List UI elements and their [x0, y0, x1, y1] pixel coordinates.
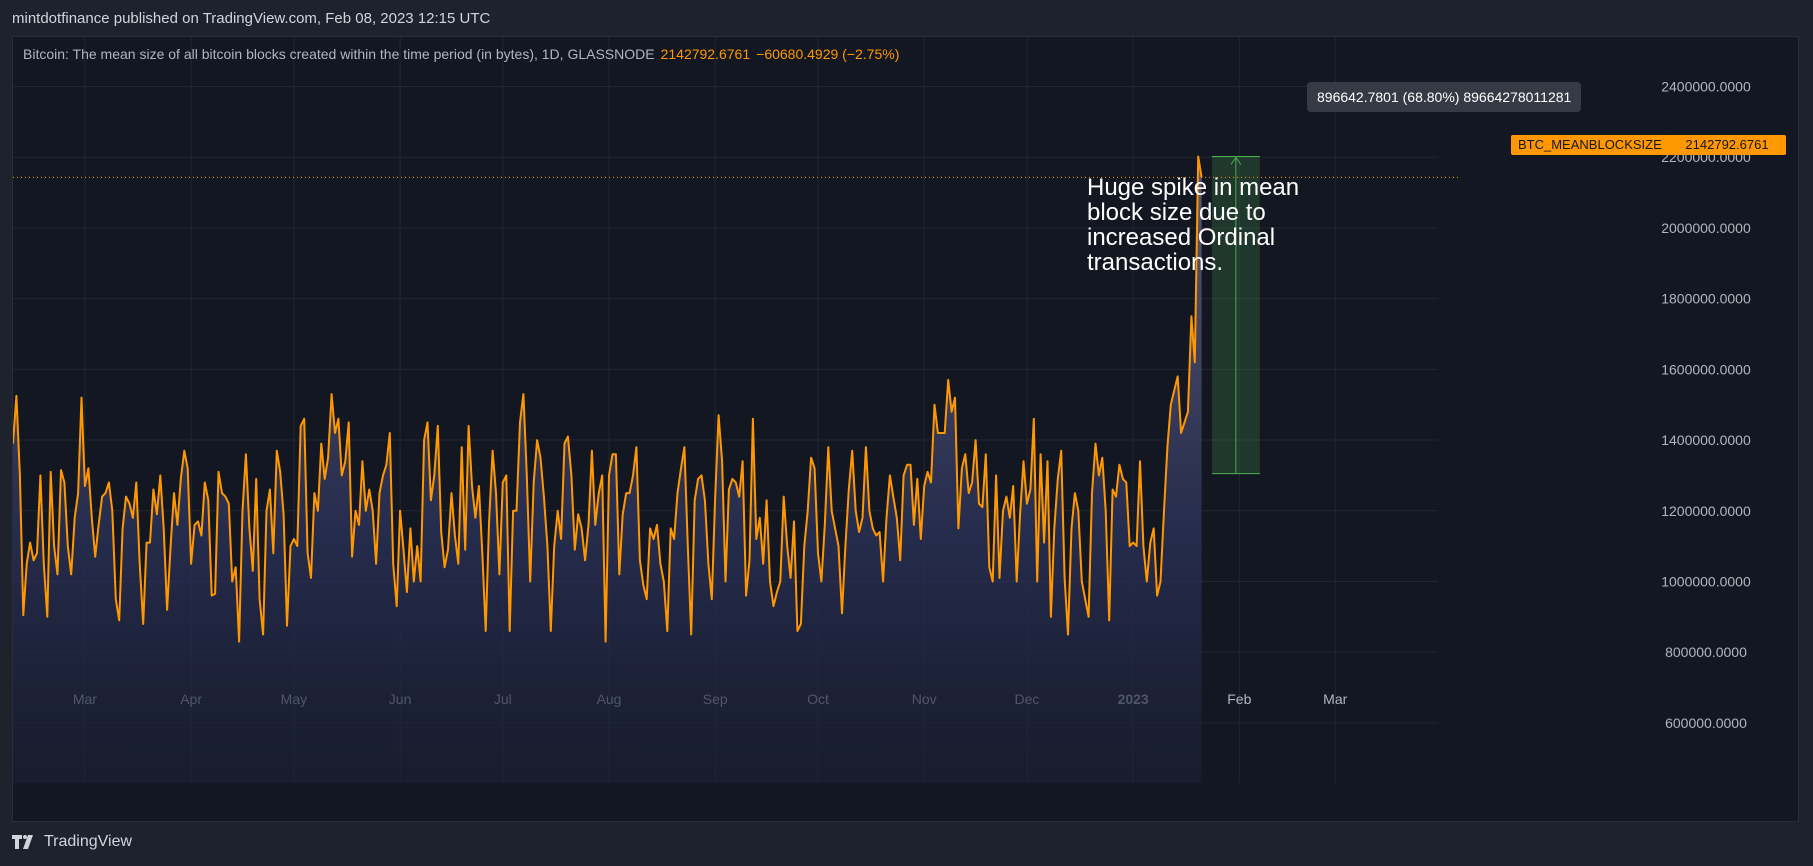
- y-tick-label: 1200000.0000: [1661, 503, 1751, 519]
- measure-tooltip: 896642.7801 (68.80%) 89664278011281: [1307, 82, 1582, 112]
- y-tick-label: 1000000.0000: [1661, 573, 1751, 589]
- x-tick-label: Feb: [1227, 691, 1251, 707]
- footer-brand-label: TradingView: [44, 833, 133, 850]
- chart-canvas[interactable]: 600000.0000 800000.0000 1000000.0000 120000…: [13, 37, 1799, 822]
- last-price-tag: 2142792.6761: [1668, 135, 1786, 155]
- y-tick-label: 2400000.0000: [1661, 78, 1751, 94]
- series-name-tag: BTC_MEANBLOCKSIZE: [1511, 135, 1669, 155]
- chart-frame[interactable]: 600000.0000 800000.0000 1000000.0000 120000…: [12, 36, 1799, 822]
- legend-title: Bitcoin: The mean size of all bitcoin bl…: [23, 46, 655, 62]
- annotation-text: Huge spike in mean block size due to inc…: [1087, 174, 1300, 276]
- footer-bar: TradingView: [0, 822, 1813, 866]
- y-tick-label: 1800000.0000: [1661, 291, 1751, 307]
- chart-legend: Bitcoin: The mean size of all bitcoin bl…: [23, 46, 899, 62]
- y-tick-label: 1600000.0000: [1661, 361, 1751, 377]
- series-area: [13, 156, 1202, 783]
- measure-arrow-head: [1230, 156, 1242, 165]
- y-tick-label: 1400000.0000: [1661, 432, 1751, 448]
- header-bar: mintdotfinance published on TradingView.…: [0, 0, 1813, 36]
- legend-change: −60680.4929 (−2.75%): [756, 46, 900, 62]
- tradingview-brand[interactable]: TradingView: [12, 833, 132, 851]
- tradingview-logo-icon: [12, 835, 33, 849]
- legend-last-value: 2142792.6761: [660, 46, 751, 62]
- y-tick-label: 800000.0000: [1665, 644, 1747, 660]
- publish-info: mintdotfinance published on TradingView.…: [12, 10, 491, 27]
- y-tick-label: 600000.0000: [1665, 715, 1747, 731]
- y-tick-label: 2000000.0000: [1661, 220, 1751, 236]
- x-tick-label: Mar: [1323, 691, 1347, 707]
- series-line: [13, 155, 1203, 643]
